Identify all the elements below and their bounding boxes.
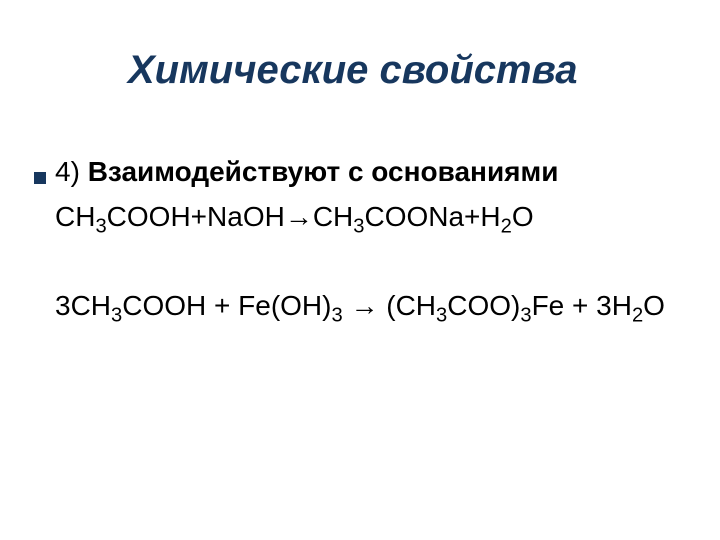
slide-title: Химические свойства [128, 48, 577, 93]
subscript: 3 [436, 305, 447, 327]
item-number: 4) [55, 156, 88, 187]
body-line-1: 4) Взаимодействуют с основаниями [55, 156, 558, 188]
subscript: 2 [501, 216, 512, 238]
body-line-3-equation: 3CH3COOH + Fe(OH)3 → (CH3COO)3Fe + 3H2O [55, 290, 665, 322]
subscript: 3 [111, 305, 122, 327]
body-line-2-equation: CH3COOH+NaOH→CH3COONa+H2O [55, 201, 534, 233]
subscript: 2 [632, 305, 643, 327]
slide: Химические свойства 4) Взаимодействуют с… [0, 0, 720, 540]
subscript: 3 [95, 216, 106, 238]
item-bold-text: Взаимодействуют с основаниями [88, 156, 559, 187]
bullet-marker [34, 172, 46, 184]
subscript: 3 [331, 305, 342, 327]
subscript: 3 [520, 305, 531, 327]
subscript: 3 [353, 216, 364, 238]
